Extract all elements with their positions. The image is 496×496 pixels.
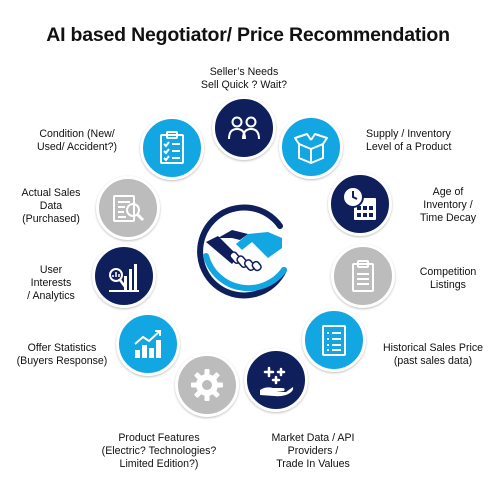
actual-sales-node xyxy=(96,176,160,240)
label-historical-sales: Historical Sales Price (past sales data) xyxy=(382,342,484,367)
label-age-inventory: Age of Inventory / Time Decay xyxy=(419,186,477,224)
gear-icon xyxy=(191,369,223,401)
checklist-icon xyxy=(160,131,184,164)
bar-magnifier-icon xyxy=(109,264,139,292)
product-features-node xyxy=(175,353,239,417)
rising-bar-chart-icon xyxy=(134,330,161,358)
label-supply-inventory: Supply / Inventory Level of a Product xyxy=(366,128,452,153)
list-document-icon xyxy=(322,325,346,356)
supply-inventory-node xyxy=(279,115,343,179)
condition-node xyxy=(140,116,204,180)
age-inventory-node xyxy=(328,172,392,236)
historical-sales-node xyxy=(302,308,366,372)
label-condition: Condition (New/Used/ Accident?) xyxy=(36,128,118,153)
label-actual-sales: Actual Sales Data (Purchased) xyxy=(21,187,81,225)
user-interests-node xyxy=(92,244,156,308)
label-product-features: Product Features (Electric? Technologies?… xyxy=(101,432,217,470)
people-icon xyxy=(228,116,260,140)
clock-calendar-icon xyxy=(342,186,376,220)
market-data-node xyxy=(244,348,308,412)
label-competition: Competition Listings xyxy=(419,266,477,291)
page-title: AI based Negotiator/ Price Recommendatio… xyxy=(46,24,450,46)
competition-node xyxy=(331,244,395,308)
clipboard-icon xyxy=(352,260,374,292)
label-offer-stats: Offer Statistics (Buyers Response) xyxy=(16,342,108,367)
open-box-icon xyxy=(294,133,328,164)
label-user-interests: User Interests / Analytics xyxy=(27,264,75,302)
label-market-data: Market Data / API Providers / Trade In Val… xyxy=(271,432,355,470)
handshake-icon xyxy=(197,204,287,299)
document-magnifier-icon xyxy=(113,195,145,222)
label-seller-needs: Seller’s Needs Sell Quick ? Wait? xyxy=(200,66,288,91)
hand-plus-icon xyxy=(260,366,294,397)
offer-stats-node xyxy=(116,312,180,376)
seller-needs-node xyxy=(212,96,276,160)
